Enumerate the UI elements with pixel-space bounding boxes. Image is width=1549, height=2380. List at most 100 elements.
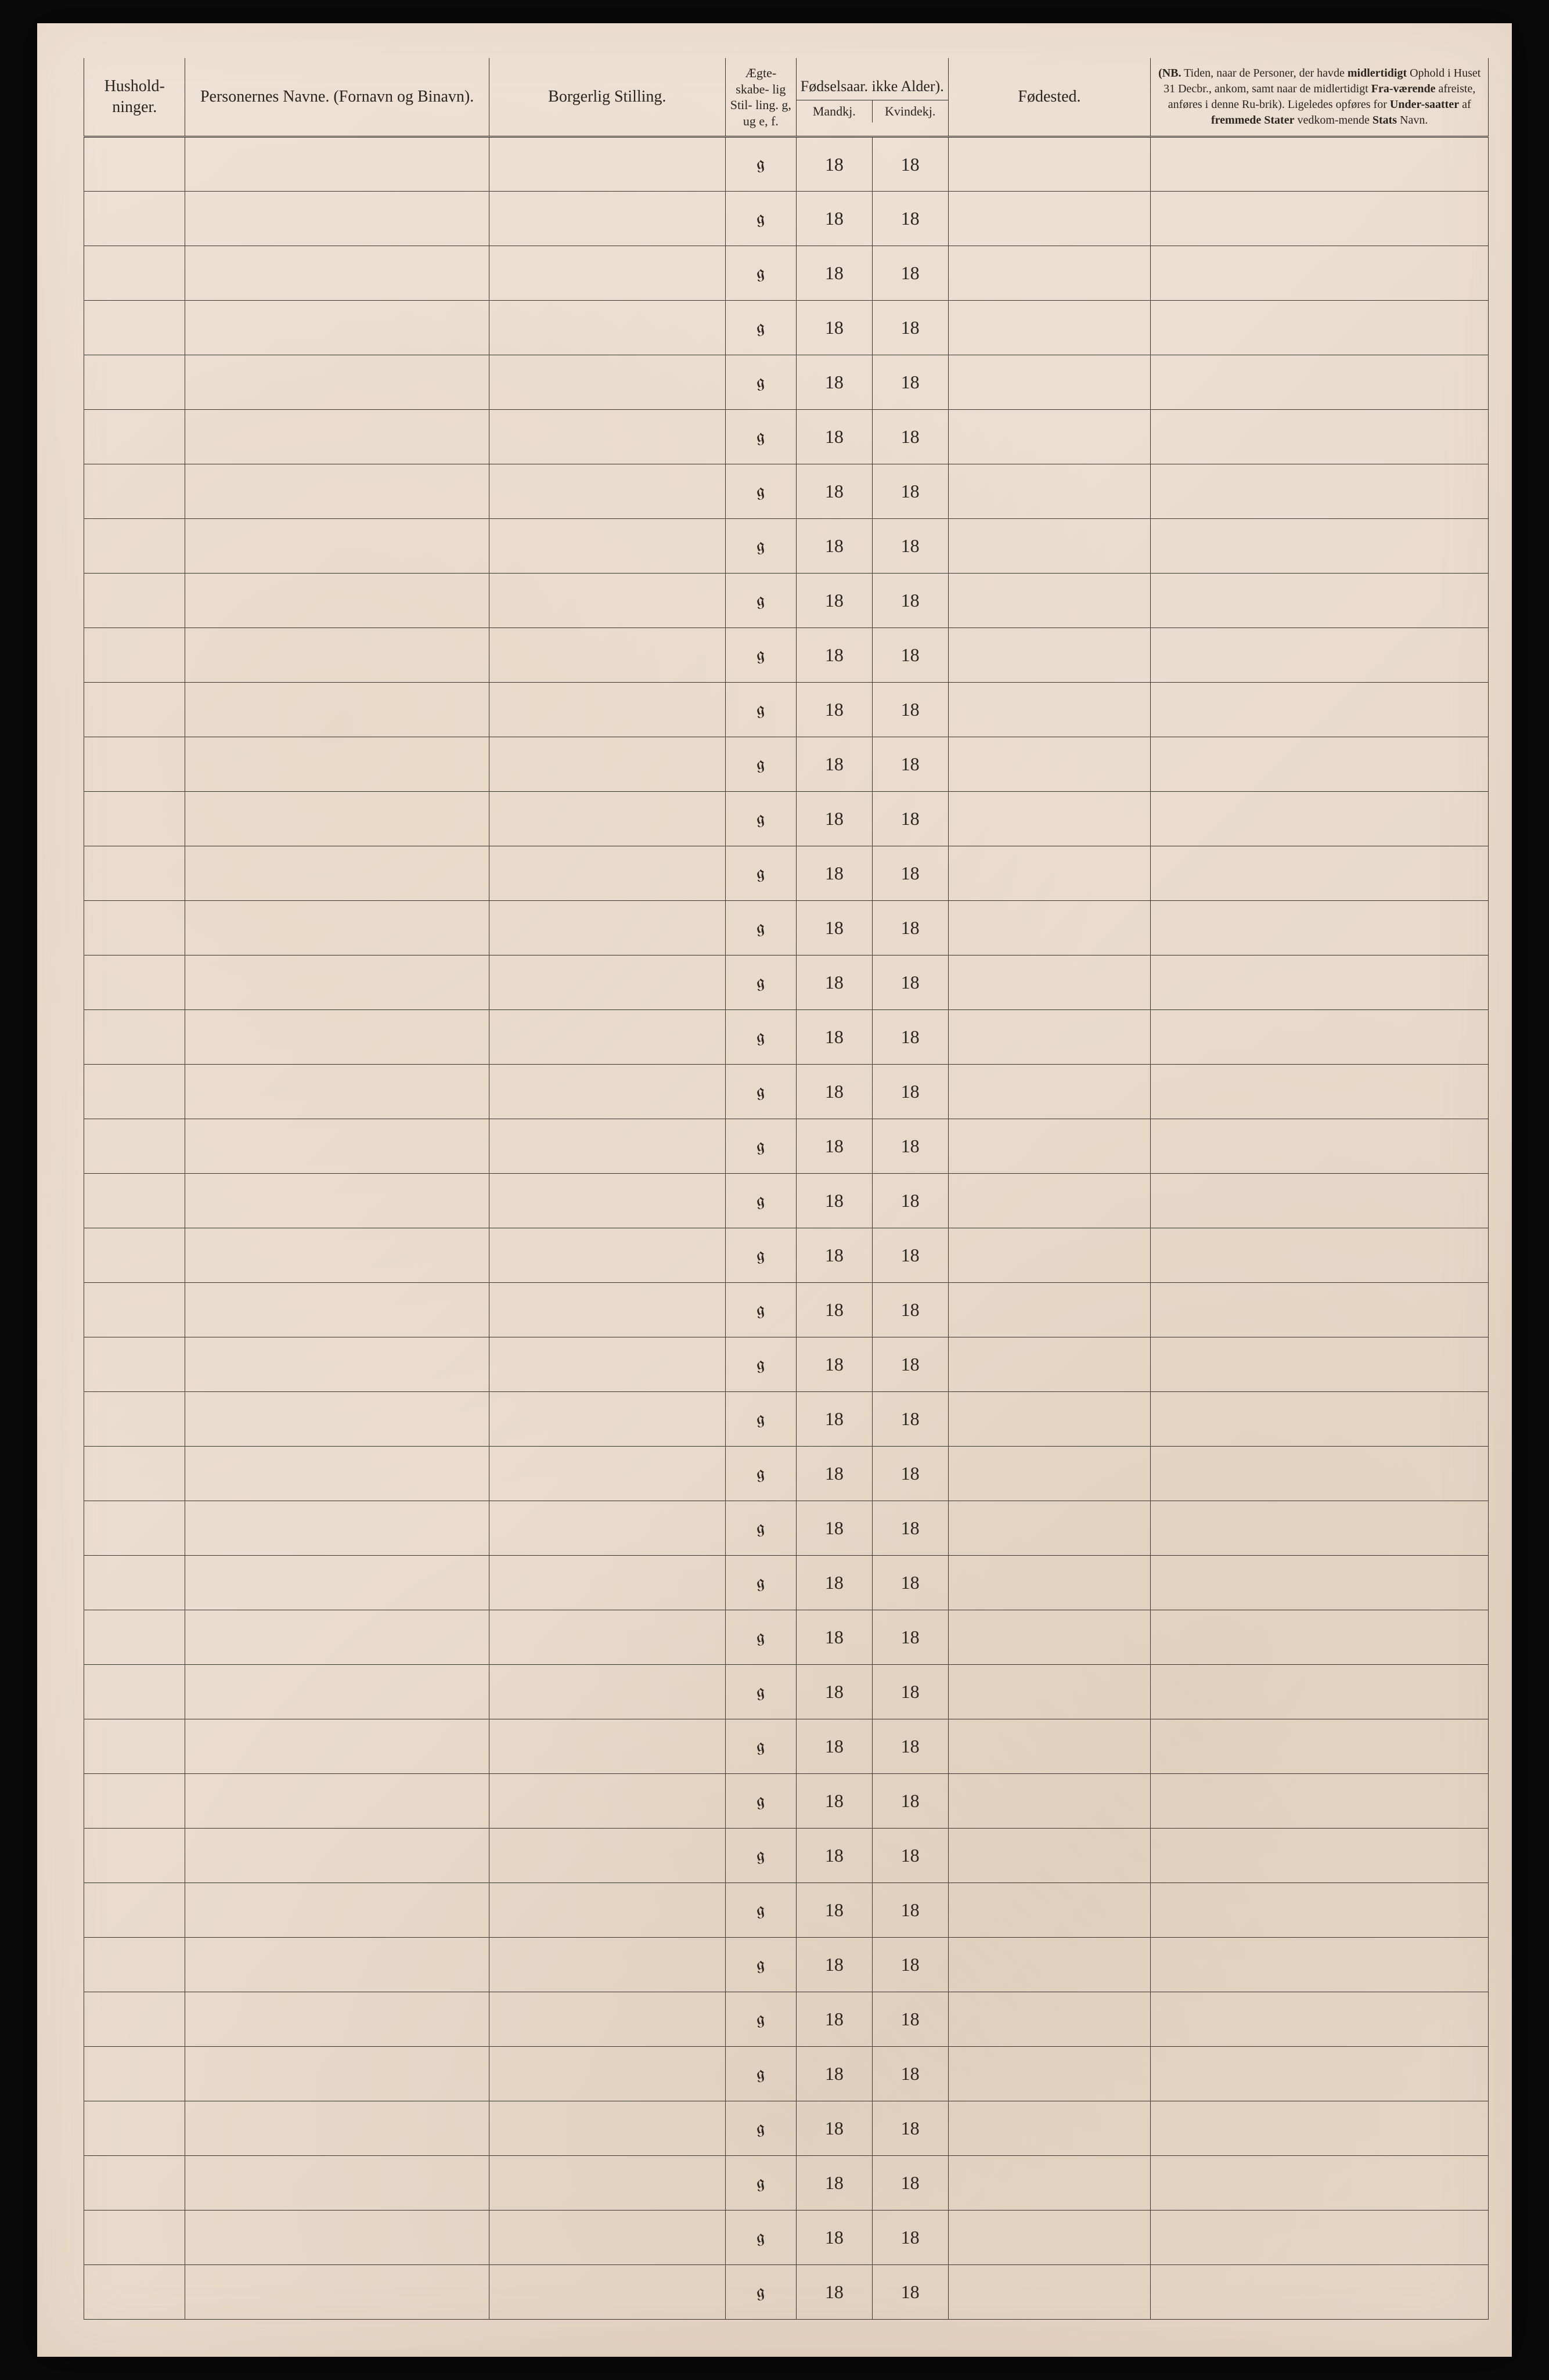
cell-mandkj: 18	[796, 1610, 872, 1665]
cell-kvindekj: 18	[872, 410, 948, 464]
cell-nb	[1151, 1665, 1489, 1719]
cell-stilling	[489, 1610, 725, 1665]
cell-kvindekj: 18	[872, 1337, 948, 1392]
cell-nb	[1151, 355, 1489, 410]
cell-aegte: g	[725, 2156, 796, 2210]
cell-fodested	[948, 1065, 1151, 1119]
cell-nb	[1151, 192, 1489, 246]
cell-mandkj: 18	[796, 955, 872, 1010]
table-row: g1818	[84, 1883, 1489, 1938]
cell-kvindekj: 18	[872, 519, 948, 574]
cell-nb	[1151, 1228, 1489, 1283]
table-row: g1818	[84, 1719, 1489, 1774]
cell-nb	[1151, 1774, 1489, 1829]
cell-aegte: g	[725, 628, 796, 683]
table-row: g1818	[84, 846, 1489, 901]
cell-stilling	[489, 574, 725, 628]
cell-stilling	[489, 1447, 725, 1501]
cell-mandkj: 18	[796, 1938, 872, 1992]
cell-aegte: g	[725, 1665, 796, 1719]
cell-aegte: g	[725, 1610, 796, 1665]
cell-mandkj: 18	[796, 2265, 872, 2320]
cell-nb	[1151, 683, 1489, 737]
cell-navne	[185, 137, 489, 192]
cell-hushold	[84, 737, 185, 792]
cell-hushold	[84, 2156, 185, 2210]
cell-hushold	[84, 1665, 185, 1719]
cell-fodested	[948, 2101, 1151, 2156]
cell-mandkj: 18	[796, 519, 872, 574]
cell-navne	[185, 192, 489, 246]
header-nb: (NB. (NB. Tiden, naar de Personer, der h…	[1151, 58, 1489, 137]
cell-navne	[185, 955, 489, 1010]
cell-fodested	[948, 1556, 1151, 1610]
cell-kvindekj: 18	[872, 683, 948, 737]
cell-kvindekj: 18	[872, 1283, 948, 1337]
cell-stilling	[489, 1556, 725, 1610]
cell-navne	[185, 301, 489, 355]
cell-navne	[185, 1883, 489, 1938]
header-nb-text: Tiden, naar de Personer, der havde midle…	[1163, 67, 1480, 127]
cell-stilling	[489, 1228, 725, 1283]
cell-nb	[1151, 246, 1489, 301]
cell-stilling	[489, 1938, 725, 1992]
cell-kvindekj: 18	[872, 628, 948, 683]
table-row: g1818	[84, 901, 1489, 955]
cell-kvindekj: 18	[872, 901, 948, 955]
cell-stilling	[489, 1283, 725, 1337]
cell-navne	[185, 901, 489, 955]
cell-mandkj: 18	[796, 1447, 872, 1501]
cell-nb	[1151, 1556, 1489, 1610]
cell-stilling	[489, 792, 725, 846]
table-row: g1818	[84, 2265, 1489, 2320]
cell-kvindekj: 18	[872, 1501, 948, 1556]
cell-mandkj: 18	[796, 737, 872, 792]
cell-aegte: g	[725, 301, 796, 355]
cell-kvindekj: 18	[872, 737, 948, 792]
cell-fodested	[948, 1447, 1151, 1501]
cell-aegte: g	[725, 846, 796, 901]
cell-kvindekj: 18	[872, 137, 948, 192]
cell-nb	[1151, 901, 1489, 955]
cell-hushold	[84, 1283, 185, 1337]
cell-hushold	[84, 1228, 185, 1283]
cell-mandkj: 18	[796, 1174, 872, 1228]
cell-mandkj: 18	[796, 1992, 872, 2047]
cell-hushold	[84, 1556, 185, 1610]
cell-nb	[1151, 737, 1489, 792]
cell-kvindekj: 18	[872, 301, 948, 355]
table-row: g1818	[84, 2047, 1489, 2101]
cell-mandkj: 18	[796, 1719, 872, 1774]
cell-stilling	[489, 1665, 725, 1719]
cell-fodested	[948, 1392, 1151, 1447]
header-navne: Personernes Navne. (Fornavn og Binavn).	[185, 58, 489, 137]
table-row: g1818	[84, 1501, 1489, 1556]
cell-aegte: g	[725, 1774, 796, 1829]
cell-stilling	[489, 2047, 725, 2101]
table-row: g1818	[84, 1774, 1489, 1829]
cell-fodested	[948, 246, 1151, 301]
cell-navne	[185, 410, 489, 464]
cell-fodested	[948, 1610, 1151, 1665]
cell-aegte: g	[725, 1010, 796, 1065]
cell-mandkj: 18	[796, 301, 872, 355]
cell-aegte: g	[725, 1719, 796, 1774]
table-row: g1818	[84, 1228, 1489, 1283]
cell-kvindekj: 18	[872, 955, 948, 1010]
cell-stilling	[489, 301, 725, 355]
cell-nb	[1151, 792, 1489, 846]
table-row: g1818	[84, 1065, 1489, 1119]
cell-fodested	[948, 519, 1151, 574]
cell-stilling	[489, 1992, 725, 2047]
cell-navne	[185, 1938, 489, 1992]
cell-nb	[1151, 1610, 1489, 1665]
cell-navne	[185, 1337, 489, 1392]
cell-mandkj: 18	[796, 1065, 872, 1119]
cell-hushold	[84, 1774, 185, 1829]
cell-nb	[1151, 1719, 1489, 1774]
cell-kvindekj: 18	[872, 1556, 948, 1610]
cell-fodested	[948, 137, 1151, 192]
cell-stilling	[489, 1501, 725, 1556]
cell-navne	[185, 1829, 489, 1883]
cell-hushold	[84, 1883, 185, 1938]
